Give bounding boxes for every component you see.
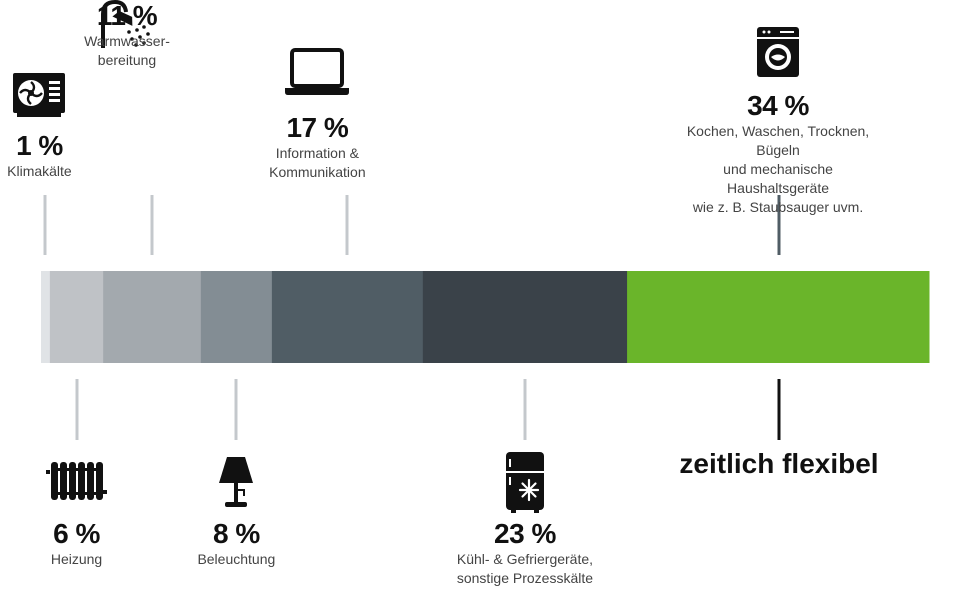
- category-label: Warmwasser- bereitung: [84, 33, 170, 68]
- percent-label: 8 %: [212, 518, 260, 549]
- segment-label: 11 % Warmwasser- bereitung: [84, 0, 170, 70]
- percent-label: 34 %: [747, 90, 809, 121]
- bar-segment: [422, 271, 628, 363]
- segment-label: 1 % Klimakälte: [7, 130, 72, 181]
- fridge-icon: [505, 451, 545, 518]
- category-label: Heizung: [50, 551, 103, 567]
- bar-segment: [200, 271, 273, 363]
- radiator-icon: [45, 460, 108, 509]
- air-conditioner-icon: [12, 72, 66, 123]
- flexible-annotation: zeitlich flexibel: [679, 448, 879, 479]
- bar-segment: [627, 271, 930, 363]
- shower-icon: [99, 0, 155, 55]
- percent-label: 6 %: [53, 518, 100, 549]
- bar-segment: [49, 271, 104, 363]
- laptop-icon: [284, 48, 350, 101]
- percent-label: 11 %: [96, 0, 158, 31]
- category-label: Kühl- & Gefriergeräte, sonstige Prozessk…: [456, 551, 594, 586]
- category-label: Beleuchtung: [197, 551, 276, 567]
- bar-segment: [103, 271, 202, 363]
- percent-label: 1 %: [16, 130, 63, 161]
- segment-label: 8 % Beleuchtung: [197, 518, 275, 569]
- category-label: Information & Kommunikation: [269, 145, 366, 180]
- lamp-icon: [218, 455, 254, 514]
- washing-machine-icon: [756, 26, 800, 83]
- bar-segment: [271, 271, 424, 363]
- percent-label: 23 %: [494, 518, 556, 549]
- segment-label: 34 % Kochen, Waschen, Trocknen, Bügeln un…: [684, 90, 873, 217]
- segment-label: 6 % Heizung: [51, 518, 102, 569]
- category-label: Klimakälte: [7, 163, 72, 179]
- segment-label: 23 % Kühl- & Gefriergeräte, sonstige Proz…: [457, 518, 593, 588]
- bar-segment: [41, 271, 51, 363]
- percent-label: 17 %: [286, 112, 349, 143]
- category-label: Kochen, Waschen, Trocknen, Bügeln und me…: [686, 123, 870, 215]
- segment-label: 17 % Information & Kommunikation: [269, 112, 366, 182]
